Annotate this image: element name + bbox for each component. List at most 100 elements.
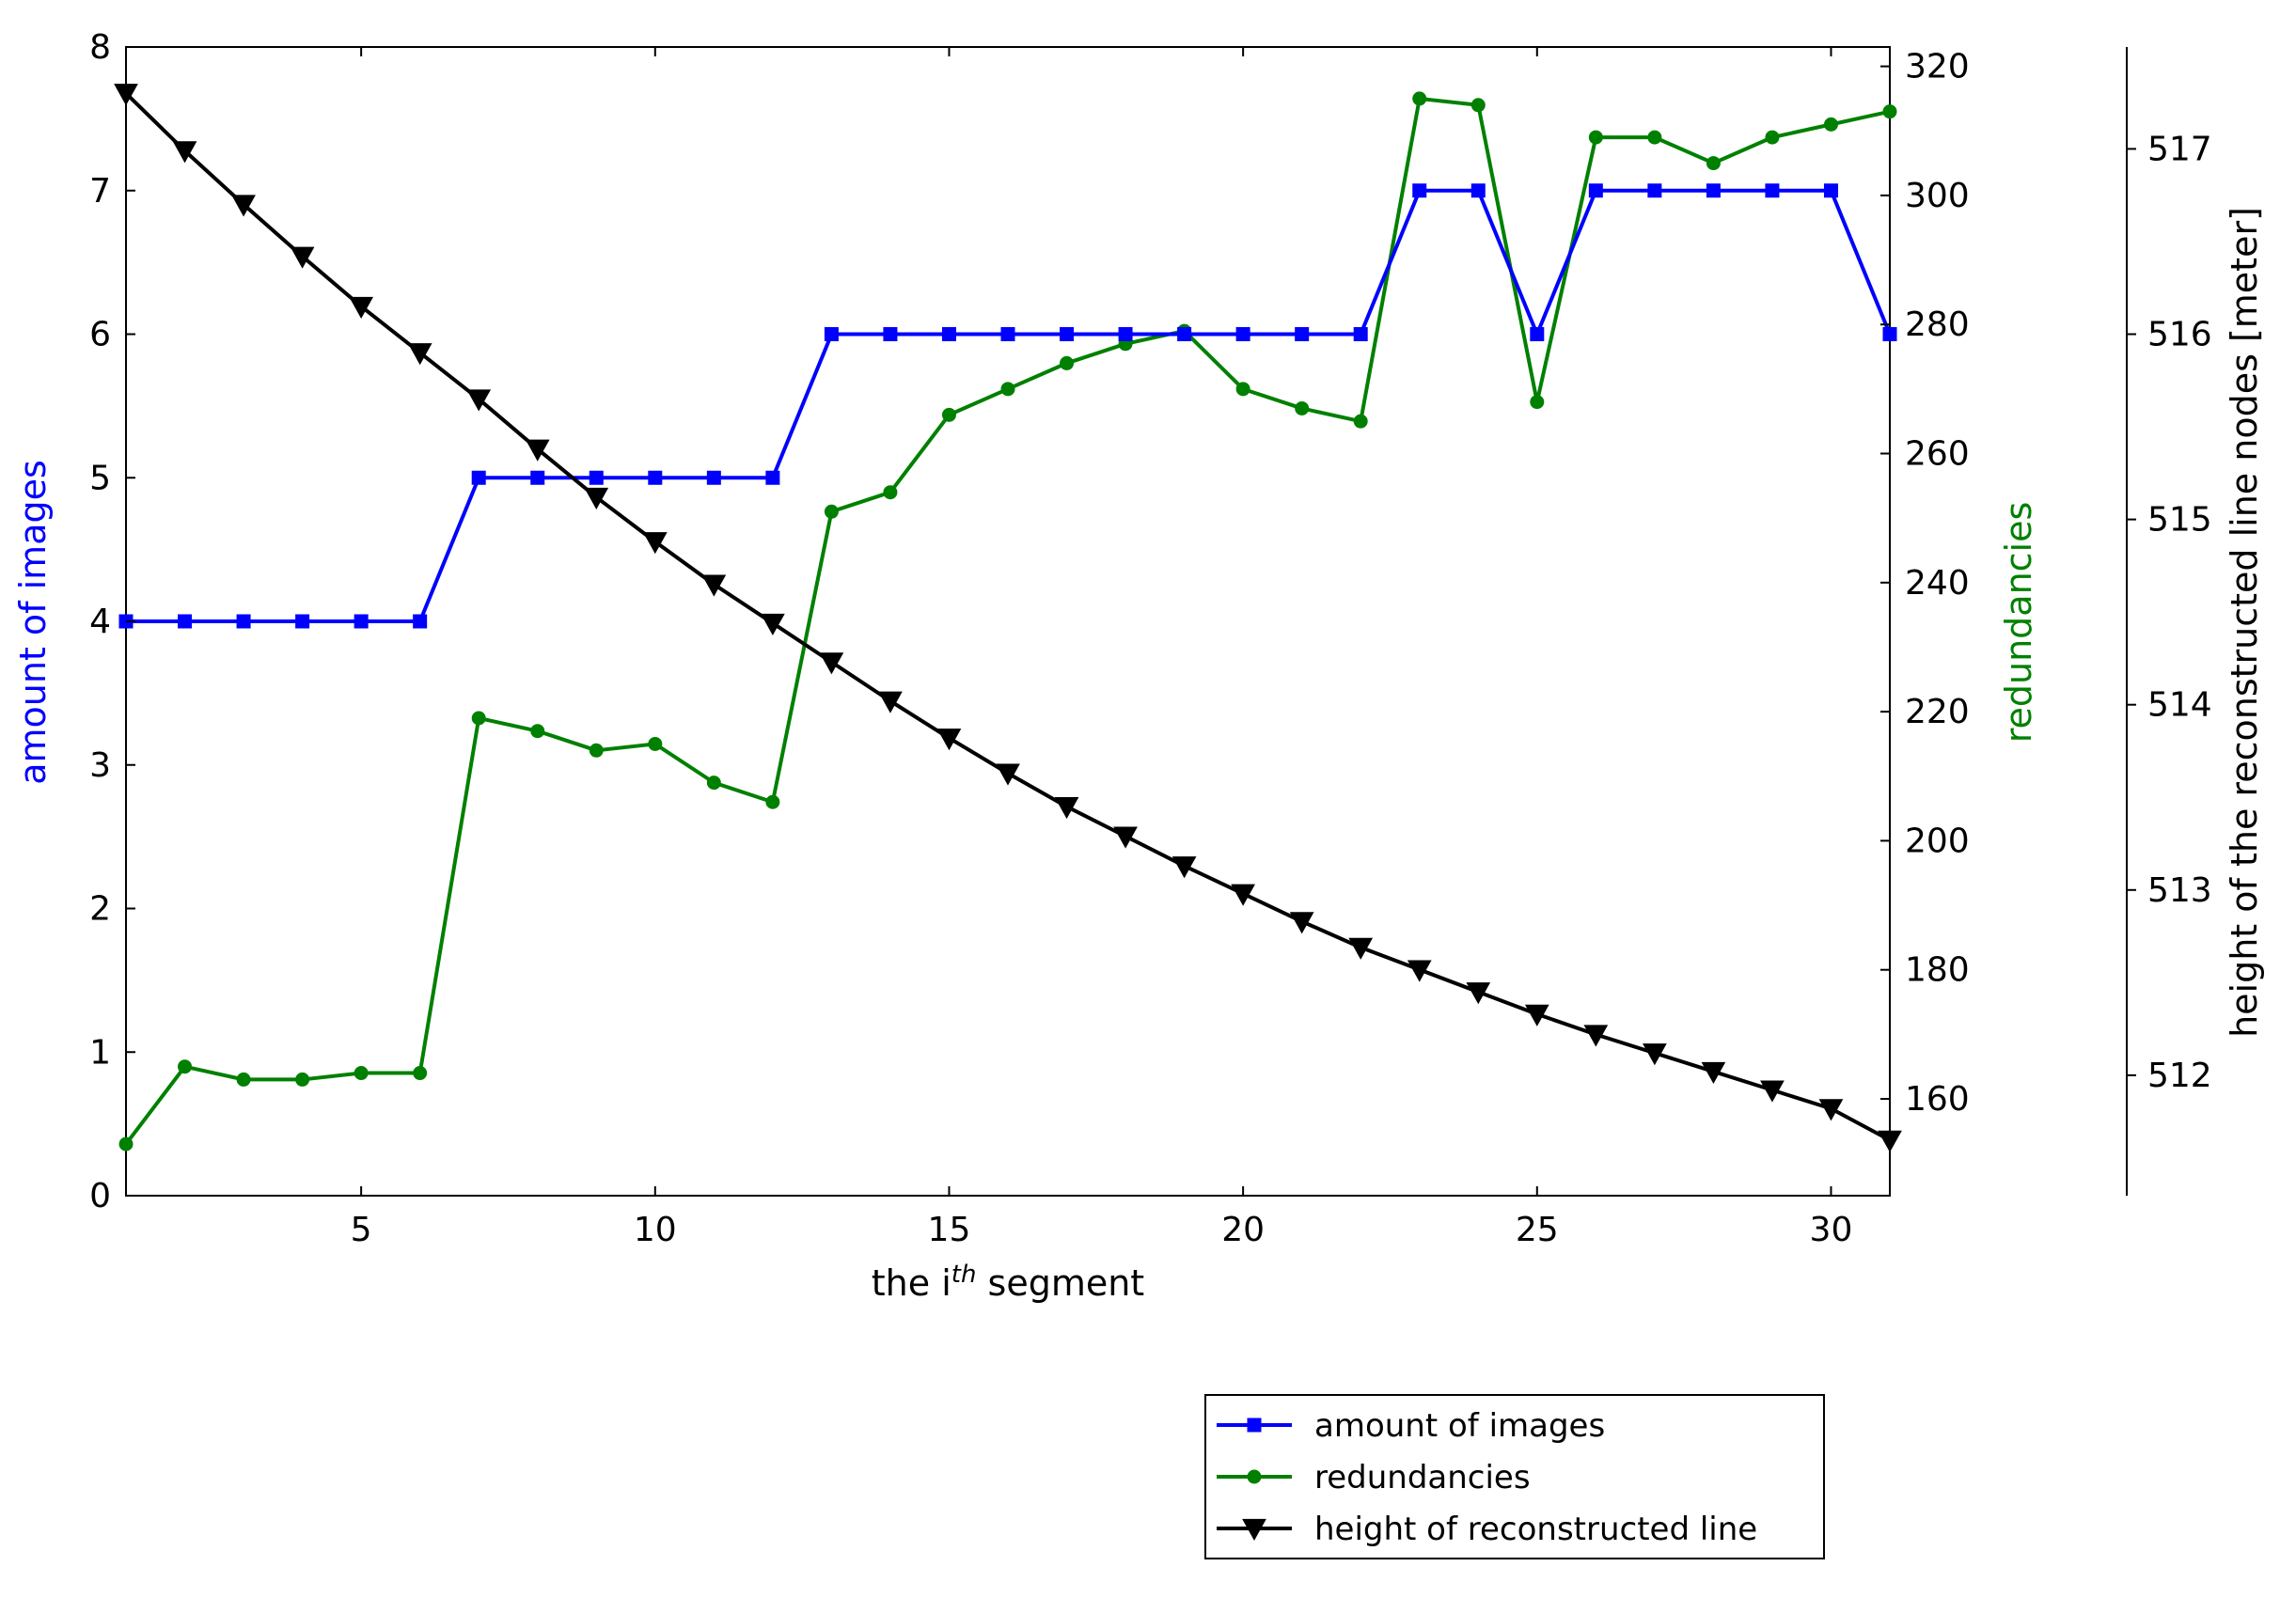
- x-axis-label: the ith segment: [872, 1261, 1144, 1304]
- y-left-tick-label: 0: [89, 1177, 111, 1215]
- data-point: [1588, 183, 1603, 198]
- data-point: [290, 246, 315, 269]
- y-left-tick-label: 1: [89, 1033, 111, 1072]
- y-right1-tick-label: 320: [1905, 48, 1970, 86]
- y-left-tick-label: 7: [89, 172, 111, 211]
- data-point: [1823, 117, 1838, 132]
- data-point: [1524, 1004, 1549, 1026]
- data-point: [236, 1072, 251, 1087]
- data-point: [1353, 414, 1368, 429]
- data-point: [1588, 130, 1603, 145]
- y-right2-tick-label: 516: [2147, 316, 2212, 354]
- data-point: [530, 724, 545, 739]
- data-point: [349, 296, 373, 319]
- data-point: [584, 487, 609, 509]
- x-axis-label-superscript: th: [951, 1261, 977, 1289]
- data-point: [1231, 884, 1255, 906]
- data-point: [1706, 156, 1721, 171]
- legend-swatch-marker: [1247, 1469, 1262, 1484]
- ticks-layer: 5 10 15 20 25 3001234567816018020022024026028…: [89, 28, 2212, 1249]
- y-right2-tick-label: 513: [2147, 871, 2212, 910]
- data-point: [648, 470, 663, 485]
- data-point: [1412, 91, 1427, 106]
- data-point: [941, 407, 956, 422]
- legend: amount of images redundancies height of re…: [1204, 1394, 1825, 1559]
- y-left-tick-label: 3: [89, 746, 111, 785]
- data-point: [701, 574, 727, 597]
- data-point: [1295, 400, 1310, 415]
- data-point: [413, 1066, 428, 1081]
- data-point: [1177, 327, 1192, 341]
- y-left-tick-label: 8: [89, 28, 111, 67]
- data-point: [236, 614, 251, 629]
- x-axis-label-main: the i: [872, 1262, 951, 1304]
- data-point: [231, 195, 256, 217]
- data-point: [1882, 327, 1897, 341]
- data-point: [1054, 796, 1079, 820]
- data-point: [1647, 183, 1662, 198]
- legend-label: redundancies: [1314, 1459, 1531, 1496]
- data-point: [1353, 327, 1368, 341]
- data-point: [1412, 183, 1427, 198]
- y-right2-tick-label: 514: [2147, 686, 2212, 725]
- series-redundancies: [118, 91, 1897, 1152]
- y-right1-tick-label: 280: [1905, 306, 1970, 344]
- data-point: [1000, 327, 1015, 341]
- data-point: [765, 794, 780, 809]
- y-right1-tick-label: 220: [1905, 693, 1970, 731]
- data-point: [1000, 382, 1015, 397]
- data-point: [471, 711, 486, 726]
- data-point: [466, 389, 492, 412]
- data-point: [706, 470, 721, 485]
- data-point: [1470, 183, 1486, 198]
- legend-label: amount of images: [1314, 1407, 1605, 1445]
- data-point: [706, 776, 721, 791]
- y-right2-tick-label: 517: [2147, 130, 2212, 168]
- y-right1-tick-label: 240: [1905, 564, 1970, 603]
- series-line: [124, 91, 1891, 1142]
- x-tick-label: 5: [351, 1211, 372, 1249]
- data-point: [824, 327, 839, 341]
- y-axis-left-label: amount of images: [12, 460, 54, 785]
- data-point: [878, 691, 903, 713]
- y-right1-tick-label: 180: [1905, 951, 1970, 990]
- y-axis-right2-label: height of the reconstructed line nodes […: [2224, 207, 2265, 1038]
- data-point: [824, 504, 839, 519]
- data-point: [996, 763, 1020, 786]
- data-point: [178, 614, 193, 629]
- series-line: [126, 188, 1892, 623]
- data-point: [1760, 1080, 1785, 1103]
- series-height-of-reconstructed-line: [114, 84, 1902, 1152]
- data-point: [1466, 982, 1491, 1005]
- data-point: [1701, 1061, 1726, 1084]
- data-point: [589, 743, 604, 758]
- x-tick-label: 10: [634, 1211, 677, 1249]
- data-point: [1407, 960, 1432, 982]
- data-point: [1235, 382, 1250, 397]
- data-point: [1530, 327, 1545, 341]
- data-point: [354, 1066, 369, 1081]
- x-tick-label: 30: [1810, 1211, 1853, 1249]
- y-left-tick-label: 2: [89, 890, 111, 929]
- data-point: [413, 614, 428, 629]
- data-point: [883, 327, 898, 341]
- data-point: [295, 1072, 310, 1087]
- data-point: [1643, 1043, 1667, 1066]
- data-point: [1878, 1130, 1902, 1152]
- series-layer: [114, 84, 1902, 1152]
- data-point: [1647, 130, 1662, 145]
- y-right2-tick-label: 515: [2147, 501, 2212, 540]
- data-point: [761, 613, 785, 636]
- x-tick-label: 25: [1516, 1211, 1559, 1249]
- data-point: [1172, 856, 1197, 879]
- data-point: [530, 470, 545, 485]
- data-point: [114, 84, 138, 106]
- data-point: [471, 470, 486, 485]
- data-point: [642, 532, 668, 555]
- data-point: [648, 736, 663, 751]
- data-point: [1060, 355, 1075, 370]
- legend-label: height of reconstructed line: [1314, 1511, 1757, 1548]
- data-point: [1882, 104, 1897, 119]
- data-point: [941, 327, 956, 341]
- legend-entry: height of reconstructed line: [1217, 1511, 1757, 1548]
